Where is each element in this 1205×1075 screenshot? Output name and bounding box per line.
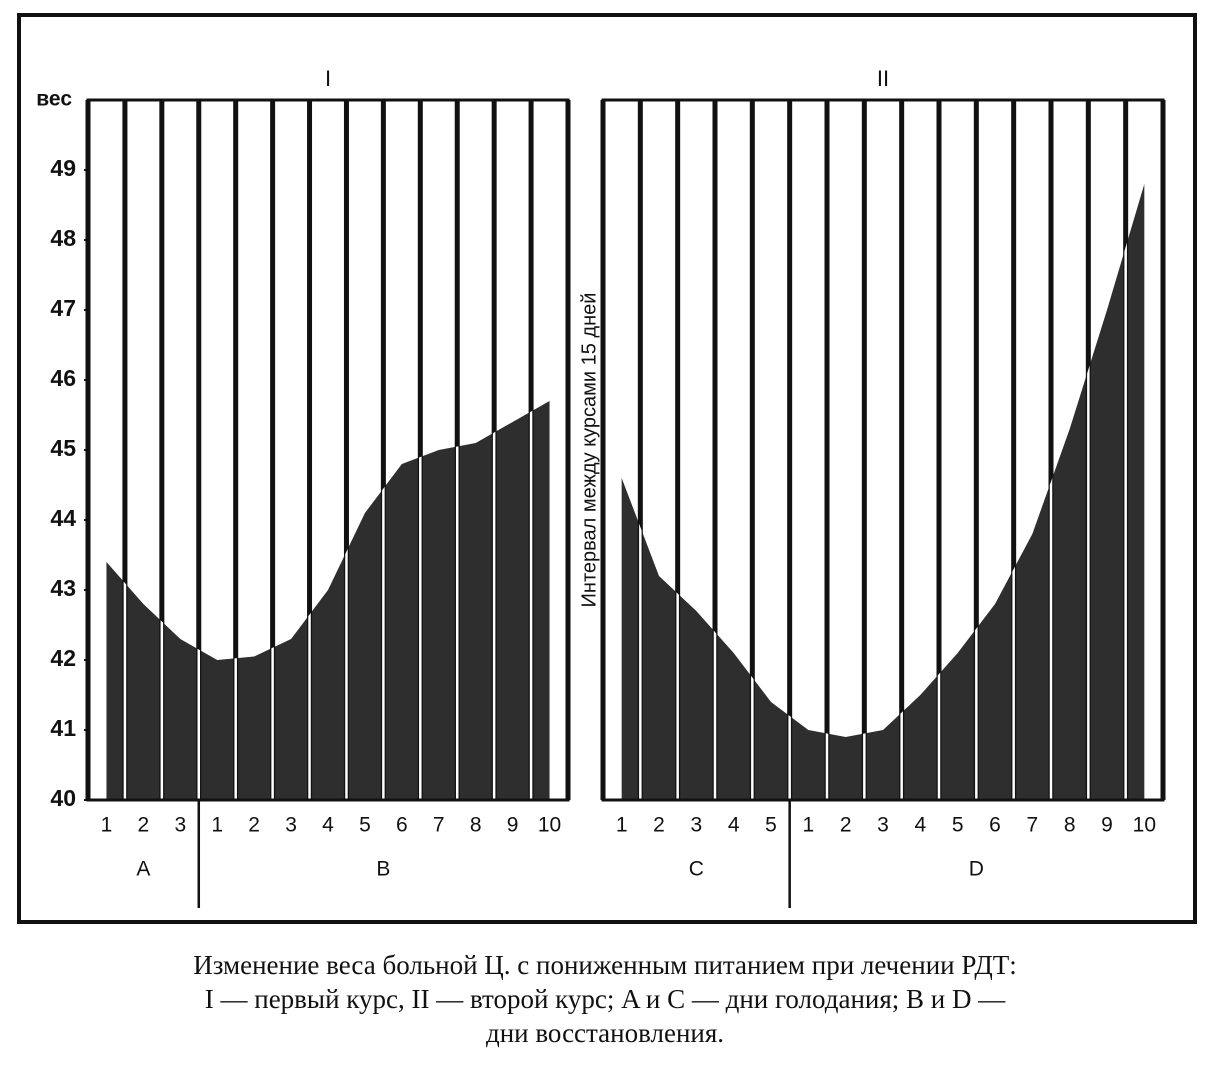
- x-tick-label: 5: [765, 814, 777, 837]
- x-tick-label: 6: [396, 814, 408, 837]
- x-tick-label: 10: [538, 814, 561, 837]
- y-axis-label: вес: [36, 88, 72, 111]
- y-tick-label: 44: [50, 505, 76, 531]
- x-tick-label: 10: [1133, 814, 1156, 837]
- x-tick-label: 2: [138, 814, 150, 837]
- x-tick-label: 5: [359, 814, 371, 837]
- area: [621, 184, 1145, 800]
- group-label: C: [689, 858, 704, 881]
- area: [106, 401, 550, 800]
- x-tick-label: 2: [840, 814, 852, 837]
- frame: [17, 13, 1197, 924]
- interval-annotation: Интервал между курсами 15 дней: [578, 293, 600, 608]
- y-tick-label: 43: [50, 575, 76, 601]
- panel-frame: [86, 98, 570, 802]
- y-tick-label: 49: [50, 155, 76, 181]
- y-tick-label: 48: [50, 225, 76, 251]
- x-tick-label: 2: [653, 814, 665, 837]
- x-tick-label: 2: [248, 814, 260, 837]
- x-tick-label: 3: [877, 814, 889, 837]
- x-tick-label: 5: [952, 814, 964, 837]
- x-tick-label: 1: [616, 814, 628, 837]
- y-tick-label: 41: [50, 715, 76, 741]
- caption-line: дни восстановления.: [486, 1018, 724, 1048]
- x-tick-label: 1: [802, 814, 814, 837]
- x-tick-label: 8: [470, 814, 482, 837]
- group-label: A: [136, 858, 150, 881]
- x-tick-label: 9: [507, 814, 519, 837]
- x-tick-label: 7: [433, 814, 445, 837]
- x-tick-label: 7: [1026, 814, 1038, 837]
- y-tick-label: 42: [50, 645, 76, 671]
- panel-frame: [601, 98, 1165, 802]
- x-tick-label: 3: [174, 814, 186, 837]
- x-tick-label: 1: [211, 814, 223, 837]
- x-tick-label: 3: [285, 814, 297, 837]
- x-tick-label: 4: [322, 814, 334, 837]
- panel-title: I: [325, 66, 331, 91]
- x-tick-label: 1: [101, 814, 113, 837]
- y-tick-label: 40: [50, 785, 76, 811]
- x-tick-label: 9: [1101, 814, 1113, 837]
- x-tick-label: 6: [989, 814, 1001, 837]
- caption-line: Изменение веса больной Ц. с пониженным п…: [193, 950, 1017, 980]
- y-tick-label: 46: [50, 365, 76, 391]
- y-tick-label: 45: [50, 435, 76, 461]
- group-label: D: [969, 858, 984, 881]
- x-tick-label: 8: [1064, 814, 1076, 837]
- x-tick-label: 3: [690, 814, 702, 837]
- panel-title: II: [877, 66, 889, 91]
- y-tick-label: 47: [50, 295, 76, 321]
- group-label: B: [376, 858, 390, 881]
- caption-line: I — первый курс, II — второй курс; A и C…: [205, 984, 1006, 1014]
- x-tick-label: 4: [914, 814, 926, 837]
- x-tick-label: 4: [728, 814, 740, 837]
